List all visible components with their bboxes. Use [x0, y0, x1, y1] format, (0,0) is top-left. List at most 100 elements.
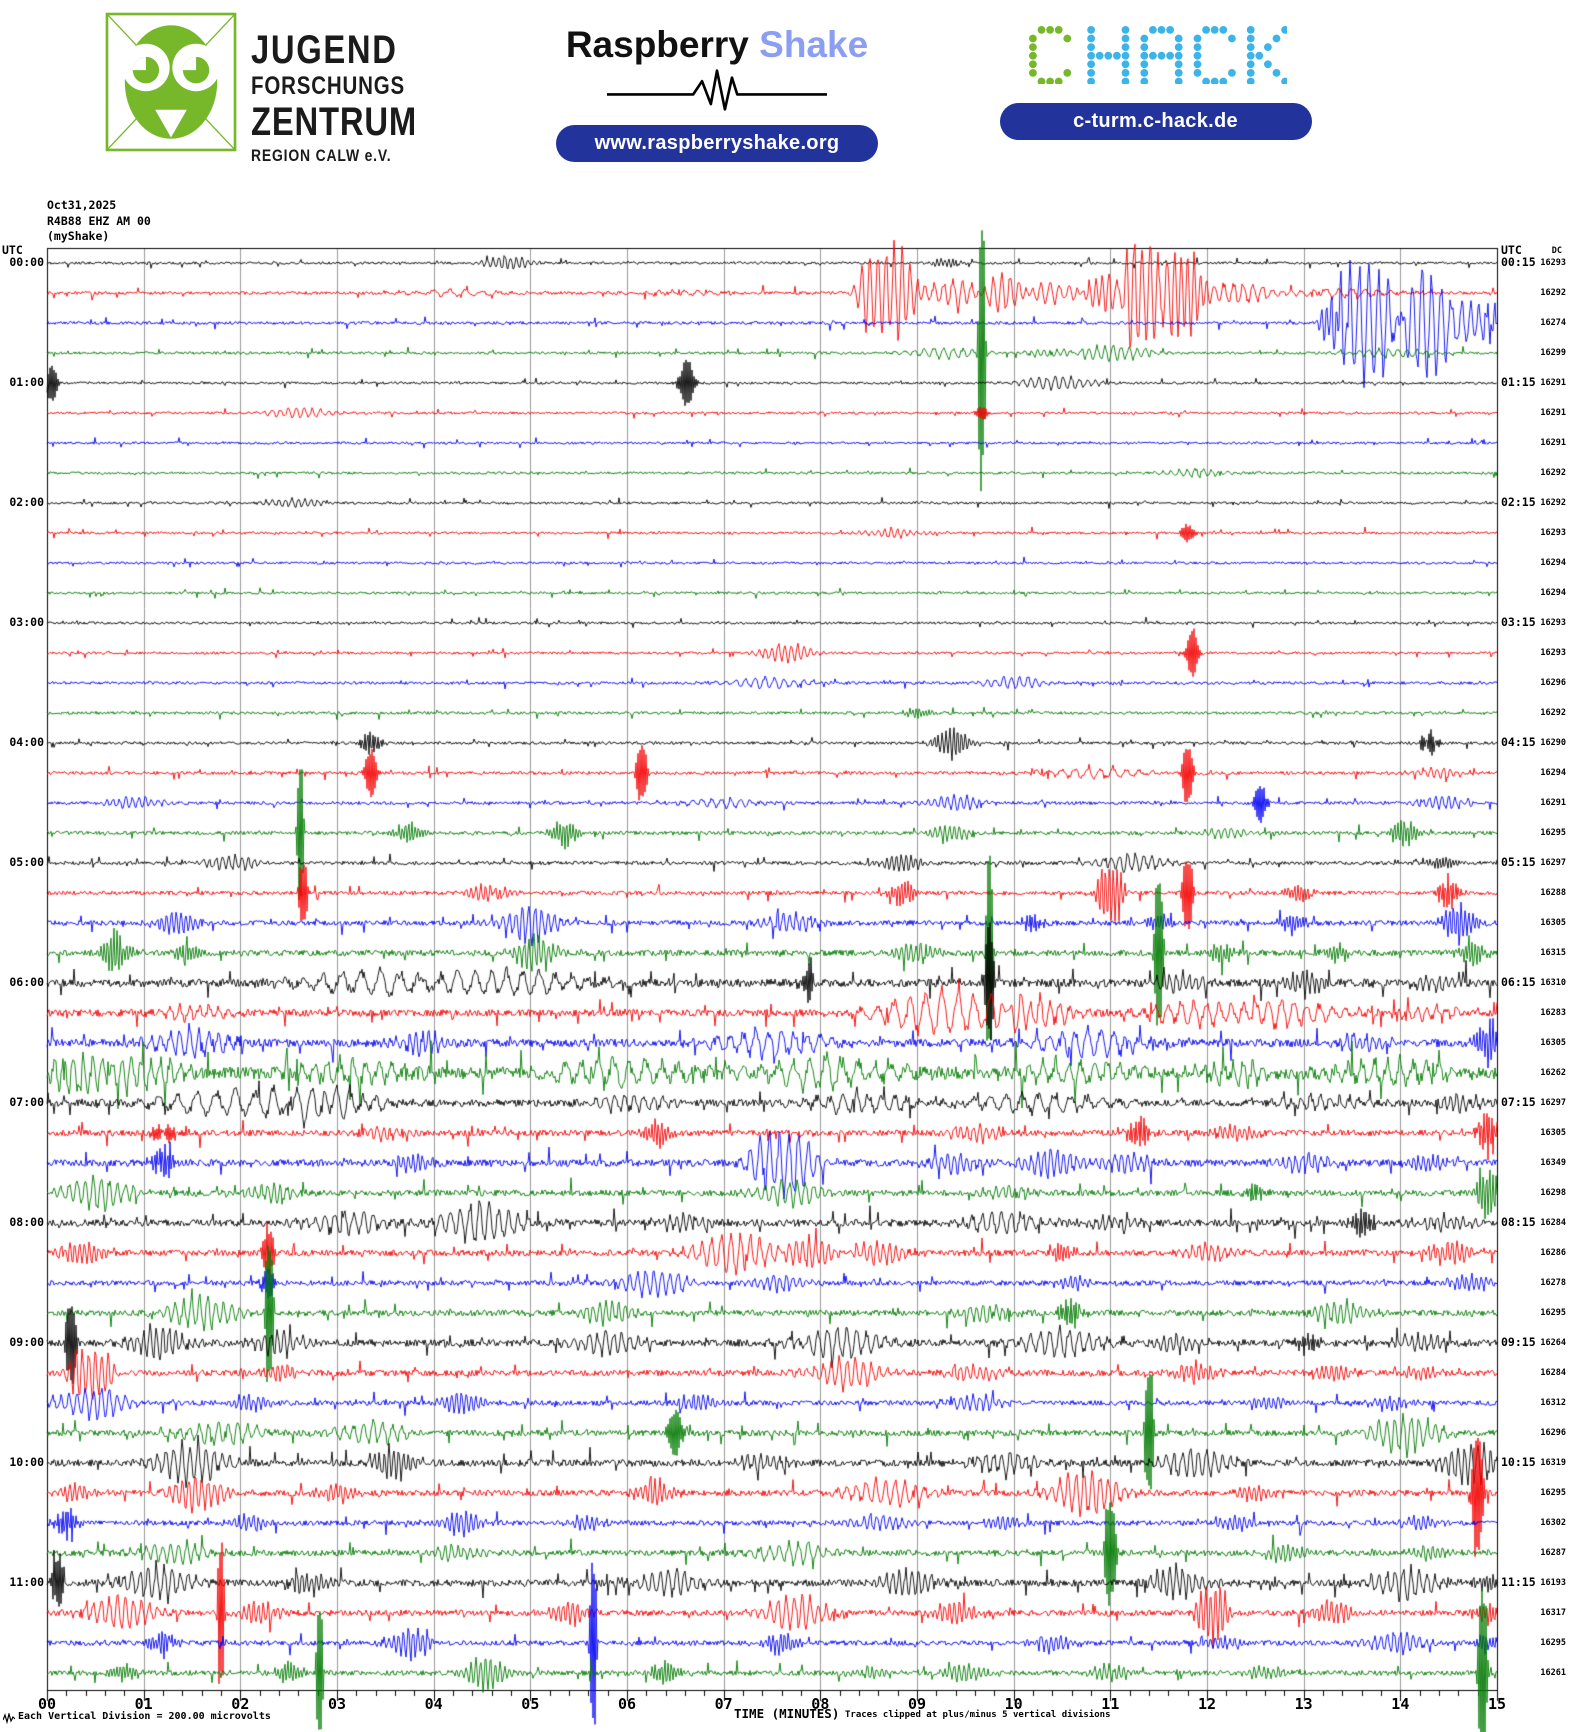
dc-value: 16193 [1540, 1578, 1566, 1588]
x-tick-label: 00 [37, 1695, 57, 1713]
dc-value: 16295 [1540, 1638, 1566, 1648]
x-tick-label: 10 [1004, 1695, 1023, 1713]
x-tick-label: 05 [521, 1695, 540, 1713]
hour-label-right: 07:15 [1501, 1095, 1536, 1109]
hour-label-right: 09:15 [1501, 1335, 1536, 1349]
hour-label-right: 00:15 [1501, 255, 1536, 269]
shake-word: Shake [759, 24, 869, 65]
hour-label-left: 03:00 [9, 615, 44, 629]
vertical-scale-note: Each Vertical Division = 200.00 microvol… [18, 1711, 271, 1722]
dc-value: 16284 [1540, 1368, 1566, 1378]
dc-value: 16278 [1540, 1278, 1566, 1288]
x-tick-label: 03 [327, 1695, 347, 1713]
dc-value: 16261 [1540, 1668, 1566, 1678]
dc-value: 16292 [1540, 708, 1566, 718]
owl-logo-icon [105, 12, 237, 152]
dc-value: 16349 [1540, 1158, 1566, 1168]
dc-value: 16262 [1540, 1068, 1566, 1078]
hour-label-right: 06:15 [1501, 975, 1536, 989]
x-tick-label: 01 [134, 1695, 153, 1713]
hour-label-right: 08:15 [1501, 1215, 1536, 1229]
dc-value: 16284 [1540, 1218, 1566, 1228]
dc-value: 16295 [1540, 828, 1566, 838]
x-tick-label: 07 [714, 1695, 733, 1713]
org-name-line4: REGION CALW e.V. [251, 146, 392, 165]
hour-label-left: 09:00 [9, 1335, 44, 1349]
x-tick-label: 04 [424, 1695, 443, 1713]
dc-value: 16288 [1540, 888, 1566, 898]
clip-note: Traces clipped at plus/minus 5 vertical … [845, 1710, 1111, 1720]
chack-url-button[interactable]: c-turm.c-hack.de [999, 103, 1312, 140]
left-utc-header: UTC [2, 243, 23, 257]
dc-value: 16317 [1540, 1608, 1566, 1618]
dc-value: 16264 [1540, 1338, 1566, 1348]
x-tick-label: 06 [617, 1695, 637, 1713]
org-name-line1: JUGEND [251, 28, 398, 72]
hour-label-left: 02:00 [9, 495, 44, 509]
org-name-line2: FORSCHUNGS [251, 72, 405, 100]
raspberryshake-url-button[interactable]: www.raspberryshake.org [556, 125, 878, 162]
dc-value: 16297 [1540, 1098, 1566, 1108]
right-utc-header: UTC [1501, 243, 1522, 257]
dc-value: 16305 [1540, 918, 1566, 928]
org-logo-block: JUGEND FORSCHUNGS ZENTRUM REGION CALW e.… [105, 12, 454, 164]
x-tick-label: 08 [811, 1695, 830, 1713]
dc-value: 16293 [1540, 648, 1566, 658]
hour-label-left: 01:00 [9, 375, 44, 389]
hour-label-left: 07:00 [9, 1095, 44, 1109]
dc-value: 16294 [1540, 768, 1566, 778]
dc-value: 16290 [1540, 738, 1566, 748]
dc-value: 16291 [1540, 378, 1566, 388]
dc-value: 16296 [1540, 1428, 1566, 1438]
chack-block: c-turm.c-hack.de [998, 12, 1313, 140]
scale-mark-icon [3, 1713, 15, 1724]
dc-value: 16319 [1540, 1458, 1566, 1468]
hour-label-right: 05:15 [1501, 855, 1536, 869]
x-tick-label: 09 [907, 1695, 927, 1713]
page-header: JUGEND FORSCHUNGS ZENTRUM REGION CALW e.… [0, 0, 1570, 175]
dc-value: 16298 [1540, 1188, 1566, 1198]
x-tick-label: 13 [1294, 1695, 1313, 1713]
dc-value: 16315 [1540, 948, 1566, 958]
dc-value: 16291 [1540, 798, 1566, 808]
dc-value: 16302 [1540, 1518, 1566, 1528]
dc-value: 16297 [1540, 858, 1566, 868]
dc-value: 16287 [1540, 1548, 1566, 1558]
dc-value: 16292 [1540, 498, 1566, 508]
org-name: JUGEND FORSCHUNGS ZENTRUM REGION CALW e.… [251, 12, 417, 164]
dc-value: 16292 [1540, 288, 1566, 298]
dc-column-header: DC [1551, 246, 1562, 256]
dc-value: 16274 [1540, 318, 1566, 328]
dc-value: 16293 [1540, 528, 1566, 538]
hour-label-right: 11:15 [1501, 1575, 1536, 1589]
dc-value: 16312 [1540, 1398, 1566, 1408]
dc-value: 16291 [1540, 408, 1566, 418]
chack-logo-icon [1028, 26, 1289, 86]
org-name-line3: ZENTRUM [251, 100, 418, 144]
station-network: (myShake) [47, 229, 110, 243]
hour-label-left: 04:00 [9, 735, 44, 749]
hour-label-right: 01:15 [1501, 375, 1536, 389]
x-tick-label: 11 [1101, 1695, 1120, 1713]
dc-value: 16299 [1540, 348, 1566, 358]
hour-label-left: 00:00 [9, 255, 44, 269]
dc-value: 16295 [1540, 1488, 1566, 1498]
x-tick-label: 12 [1197, 1695, 1217, 1713]
x-tick-label: 14 [1391, 1695, 1410, 1713]
x-tick-label: 15 [1487, 1695, 1507, 1713]
dc-value: 16310 [1540, 978, 1566, 988]
dc-value: 16296 [1540, 678, 1566, 688]
raspberry-word: Raspberry [565, 24, 749, 65]
dc-value: 16291 [1540, 438, 1566, 448]
station-info: Oct31,2025 R4B88 EHZ AM 00 (myShake) [47, 198, 151, 245]
station-id: R4B88 EHZ AM 00 [47, 213, 151, 228]
hour-label-left: 06:00 [9, 975, 44, 989]
hour-label-left: 08:00 [9, 1215, 44, 1229]
dc-value: 16294 [1540, 558, 1566, 568]
dc-value: 16283 [1540, 1008, 1566, 1018]
dc-value: 16295 [1540, 1308, 1566, 1318]
dc-value: 16293 [1540, 258, 1566, 268]
hour-label-right: 02:15 [1501, 495, 1536, 509]
hour-label-right: 10:15 [1501, 1455, 1536, 1469]
